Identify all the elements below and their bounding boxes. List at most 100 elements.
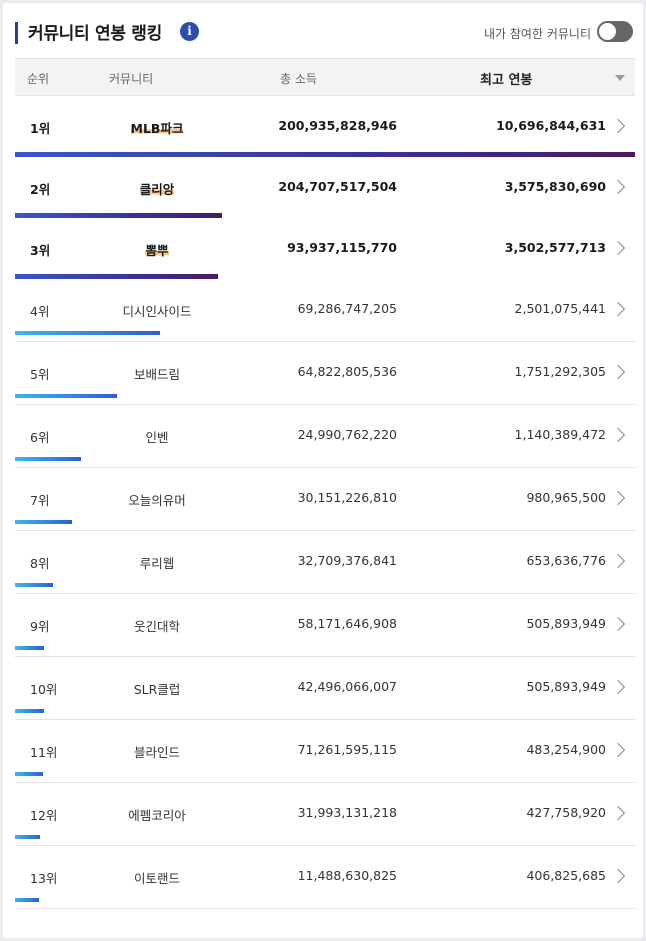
community-cell-text: 에펨코리아 [128, 808, 186, 823]
top-salary-cell: 3,575,830,690 [504, 179, 606, 194]
community-cell-text: 인벤 [145, 430, 169, 445]
community-cell: 인벤 [87, 427, 227, 446]
community-cell-text: SLR클럽 [133, 682, 181, 697]
top-salary-cell: 505,893,949 [526, 616, 606, 631]
total-income-cell: 200,935,828,946 [278, 118, 397, 133]
table-row[interactable]: 7위 오늘의유머 30,151,226,810 980,965,500 [15, 468, 635, 531]
total-income-cell: 58,171,646,908 [297, 616, 397, 631]
community-cell: 오늘의유머 [87, 490, 227, 509]
table-row[interactable]: 9위 웃긴대학 58,171,646,908 505,893,949 [15, 594, 635, 657]
table-row[interactable]: 3위 뽐뿌 93,937,115,770 3,502,577,713 [15, 218, 635, 279]
table-row[interactable]: 2위 클리앙 204,707,517,504 3,575,830,690 [15, 157, 635, 218]
community-cell: 블라인드 [87, 742, 227, 761]
salary-bar [15, 331, 160, 335]
chevron-right-icon[interactable] [610, 179, 626, 195]
rank-cell: 8위 [30, 556, 50, 571]
rank-cell: 12위 [30, 808, 58, 823]
community-cell: SLR클럽 [87, 679, 227, 698]
rank-cell: 2위 [30, 182, 51, 197]
table-row[interactable]: 1위 MLB파크 200,935,828,946 10,696,844,631 [15, 96, 635, 157]
salary-bar [15, 709, 44, 713]
table-row[interactable]: 6위 인벤 24,990,762,220 1,140,389,472 [15, 405, 635, 468]
column-top-salary-sort[interactable]: 최고 연봉 [480, 73, 533, 88]
community-cell: 이토랜드 [87, 868, 227, 887]
total-income-cell: 204,707,517,504 [278, 179, 397, 194]
salary-bar [15, 646, 44, 650]
top-salary-cell: 406,825,685 [526, 868, 606, 883]
table-row[interactable]: 10위 SLR클럽 42,496,066,007 505,893,949 [15, 657, 635, 720]
chevron-right-icon[interactable] [610, 364, 626, 380]
total-income-cell: 93,937,115,770 [287, 240, 397, 255]
total-income-cell: 71,261,595,115 [297, 742, 397, 757]
total-income-cell: 64,822,805,536 [297, 364, 397, 379]
title-accent-bar [15, 22, 18, 44]
rank-cell: 13위 [30, 871, 58, 886]
top-salary-cell: 2,501,075,441 [514, 301, 606, 316]
chevron-right-icon[interactable] [610, 301, 626, 317]
chevron-right-icon[interactable] [610, 616, 626, 632]
community-cell-text: 뽐뿌 [145, 243, 169, 258]
rank-cell: 10위 [30, 682, 58, 697]
top-salary-cell: 1,751,292,305 [514, 364, 606, 379]
table-row[interactable]: 8위 루리웹 32,709,376,841 653,636,776 [15, 531, 635, 594]
rank-cell: 9위 [30, 619, 50, 634]
toggle-label: 내가 참여한 커뮤니티 [484, 27, 591, 41]
salary-bar [15, 213, 222, 218]
total-income-cell: 24,990,762,220 [297, 427, 397, 442]
community-cell-text: 루리웹 [139, 556, 175, 571]
total-income-cell: 42,496,066,007 [297, 679, 397, 694]
total-income-cell: 69,286,747,205 [297, 301, 397, 316]
chevron-right-icon[interactable] [610, 118, 626, 134]
community-cell: 디시인사이드 [87, 301, 227, 320]
community-cell-text: 클리앙 [139, 182, 175, 197]
chevron-right-icon[interactable] [610, 240, 626, 256]
salary-bar [15, 274, 218, 279]
joined-community-toggle[interactable] [597, 21, 633, 42]
rank-cell: 3위 [30, 243, 51, 258]
top-salary-cell: 483,254,900 [526, 742, 606, 757]
column-rank: 순위 [27, 72, 50, 86]
table-row[interactable]: 4위 디시인사이드 69,286,747,205 2,501,075,441 [15, 279, 635, 342]
community-cell: 루리웹 [87, 553, 227, 572]
toggle-knob [599, 23, 616, 40]
table-row[interactable]: 11위 블라인드 71,261,595,115 483,254,900 [15, 720, 635, 783]
chevron-right-icon[interactable] [610, 805, 626, 821]
table-row[interactable]: 13위 이토랜드 11,488,630,825 406,825,685 [15, 846, 635, 909]
salary-bar [15, 583, 53, 587]
rank-cell: 11위 [30, 745, 58, 760]
community-cell: 뽐뿌 [87, 240, 227, 259]
chevron-right-icon[interactable] [610, 553, 626, 569]
community-cell: 보배드림 [87, 364, 227, 383]
community-cell: MLB파크 [87, 118, 227, 137]
table-row[interactable]: 12위 에펨코리아 31,993,131,218 427,758,920 [15, 783, 635, 846]
page-title: 커뮤니티 연봉 랭킹 [28, 24, 162, 44]
community-cell-text: 보배드림 [133, 367, 180, 382]
top-salary-cell: 653,636,776 [526, 553, 606, 568]
top-salary-cell: 1,140,389,472 [514, 427, 606, 442]
table-header: 순위 커뮤니티 총 소득 최고 연봉 [15, 58, 635, 96]
rank-cell: 4위 [30, 304, 50, 319]
card-header: 커뮤니티 연봉 랭킹 i 내가 참여한 커뮤니티 [15, 17, 633, 51]
rank-cell: 6위 [30, 430, 50, 445]
community-cell-text: MLB파크 [130, 121, 184, 136]
community-cell-text: 블라인드 [133, 745, 180, 760]
rank-cell: 7위 [30, 493, 50, 508]
chevron-right-icon[interactable] [610, 427, 626, 443]
top-salary-cell: 3,502,577,713 [504, 240, 606, 255]
salary-bar [15, 152, 635, 157]
chevron-right-icon[interactable] [610, 868, 626, 884]
chevron-right-icon[interactable] [610, 679, 626, 695]
info-icon[interactable]: i [180, 22, 199, 41]
total-income-cell: 11,488,630,825 [297, 868, 397, 883]
top-salary-cell: 10,696,844,631 [496, 118, 606, 133]
community-cell-text: 디시인사이드 [122, 304, 192, 319]
column-total-income: 총 소득 [280, 72, 317, 86]
chevron-right-icon[interactable] [610, 742, 626, 758]
salary-bar [15, 898, 39, 902]
chevron-right-icon[interactable] [610, 490, 626, 506]
ranking-card: 커뮤니티 연봉 랭킹 i 내가 참여한 커뮤니티 순위 커뮤니티 총 소득 최고… [3, 3, 643, 938]
community-cell: 에펨코리아 [87, 805, 227, 824]
sort-down-icon[interactable] [615, 75, 625, 81]
table-row[interactable]: 5위 보배드림 64,822,805,536 1,751,292,305 [15, 342, 635, 405]
top-salary-cell: 427,758,920 [526, 805, 606, 820]
